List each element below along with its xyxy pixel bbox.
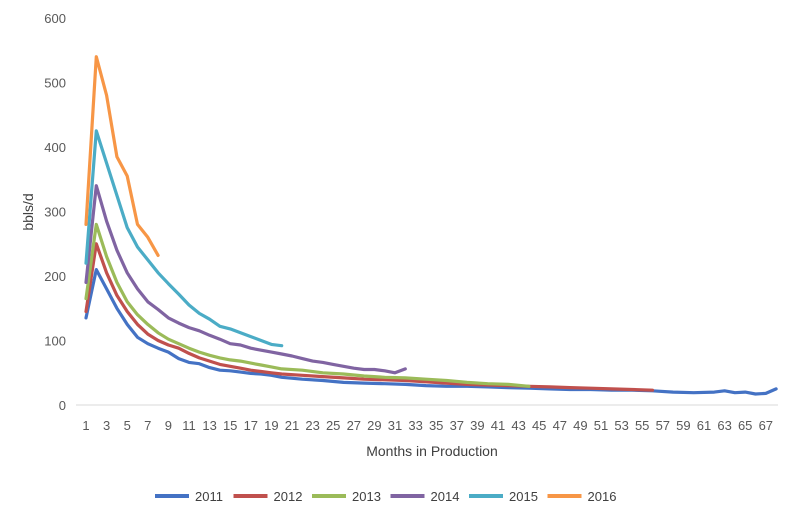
x-tick-label: 11 (182, 418, 196, 433)
y-axis-ticks: 0 100 200 300 400 500 600 (44, 11, 66, 413)
legend-label-2013: 2013 (352, 489, 381, 504)
x-tick-label: 27 (347, 418, 361, 433)
x-tick-label: 1 (82, 418, 89, 433)
x-tick-label: 3 (103, 418, 110, 433)
x-tick-label: 55 (635, 418, 649, 433)
y-tick-label: 100 (44, 334, 66, 349)
legend-label-2015: 2015 (509, 489, 538, 504)
x-tick-label: 23 (305, 418, 319, 433)
x-tick-label: 17 (244, 418, 258, 433)
x-tick-label: 33 (408, 418, 422, 433)
x-tick-label: 5 (124, 418, 131, 433)
x-tick-label: 45 (532, 418, 546, 433)
x-tick-label: 7 (144, 418, 151, 433)
series-line-2015 (84, 129, 284, 348)
x-tick-label: 35 (429, 418, 443, 433)
x-tick-label: 47 (553, 418, 567, 433)
y-tick-label: 200 (44, 269, 66, 284)
series-line-2014 (84, 184, 407, 375)
x-tick-label: 29 (367, 418, 381, 433)
x-tick-label: 57 (656, 418, 670, 433)
x-tick-label: 63 (717, 418, 731, 433)
series-line-2016 (84, 55, 160, 257)
legend-label-2012: 2012 (274, 489, 303, 504)
x-tick-label: 25 (326, 418, 340, 433)
x-tick-label: 43 (511, 418, 525, 433)
x-tick-label: 39 (470, 418, 484, 433)
x-tick-label: 37 (450, 418, 464, 433)
y-tick-label: 300 (44, 205, 66, 220)
x-tick-label: 61 (697, 418, 711, 433)
series-line-2013 (84, 222, 531, 388)
x-tick-label: 15 (223, 418, 237, 433)
x-axis-title: Months in Production (366, 443, 498, 459)
x-tick-label: 41 (491, 418, 505, 433)
x-tick-label: 65 (738, 418, 752, 433)
x-tick-label: 49 (573, 418, 587, 433)
series-line-2011 (84, 268, 778, 396)
x-tick-label: 51 (594, 418, 608, 433)
legend: 2011 2012 2013 2014 2015 2016 (155, 489, 616, 504)
legend-label-2011: 2011 (195, 489, 223, 504)
y-axis-title: bbls/d (20, 193, 36, 230)
y-tick-label: 600 (44, 11, 66, 26)
y-tick-label: 400 (44, 140, 66, 155)
x-tick-label: 19 (264, 418, 278, 433)
x-tick-label: 59 (676, 418, 690, 433)
legend-label-2014: 2014 (431, 489, 460, 504)
x-tick-label: 13 (202, 418, 216, 433)
x-axis-ticks: 1 3 5 7 9 11 13 15 17 19 21 23 25 27 29 31 33 35 37 39 41 43 4… (82, 418, 773, 433)
legend-label-2016: 2016 (588, 489, 617, 504)
x-tick-label: 9 (165, 418, 172, 433)
series-lines (84, 55, 778, 396)
x-tick-label: 21 (285, 418, 299, 433)
x-tick-label: 67 (759, 418, 773, 433)
y-tick-label: 0 (59, 398, 66, 413)
x-tick-label: 31 (388, 418, 402, 433)
x-tick-label: 53 (614, 418, 628, 433)
y-tick-label: 500 (44, 76, 66, 91)
